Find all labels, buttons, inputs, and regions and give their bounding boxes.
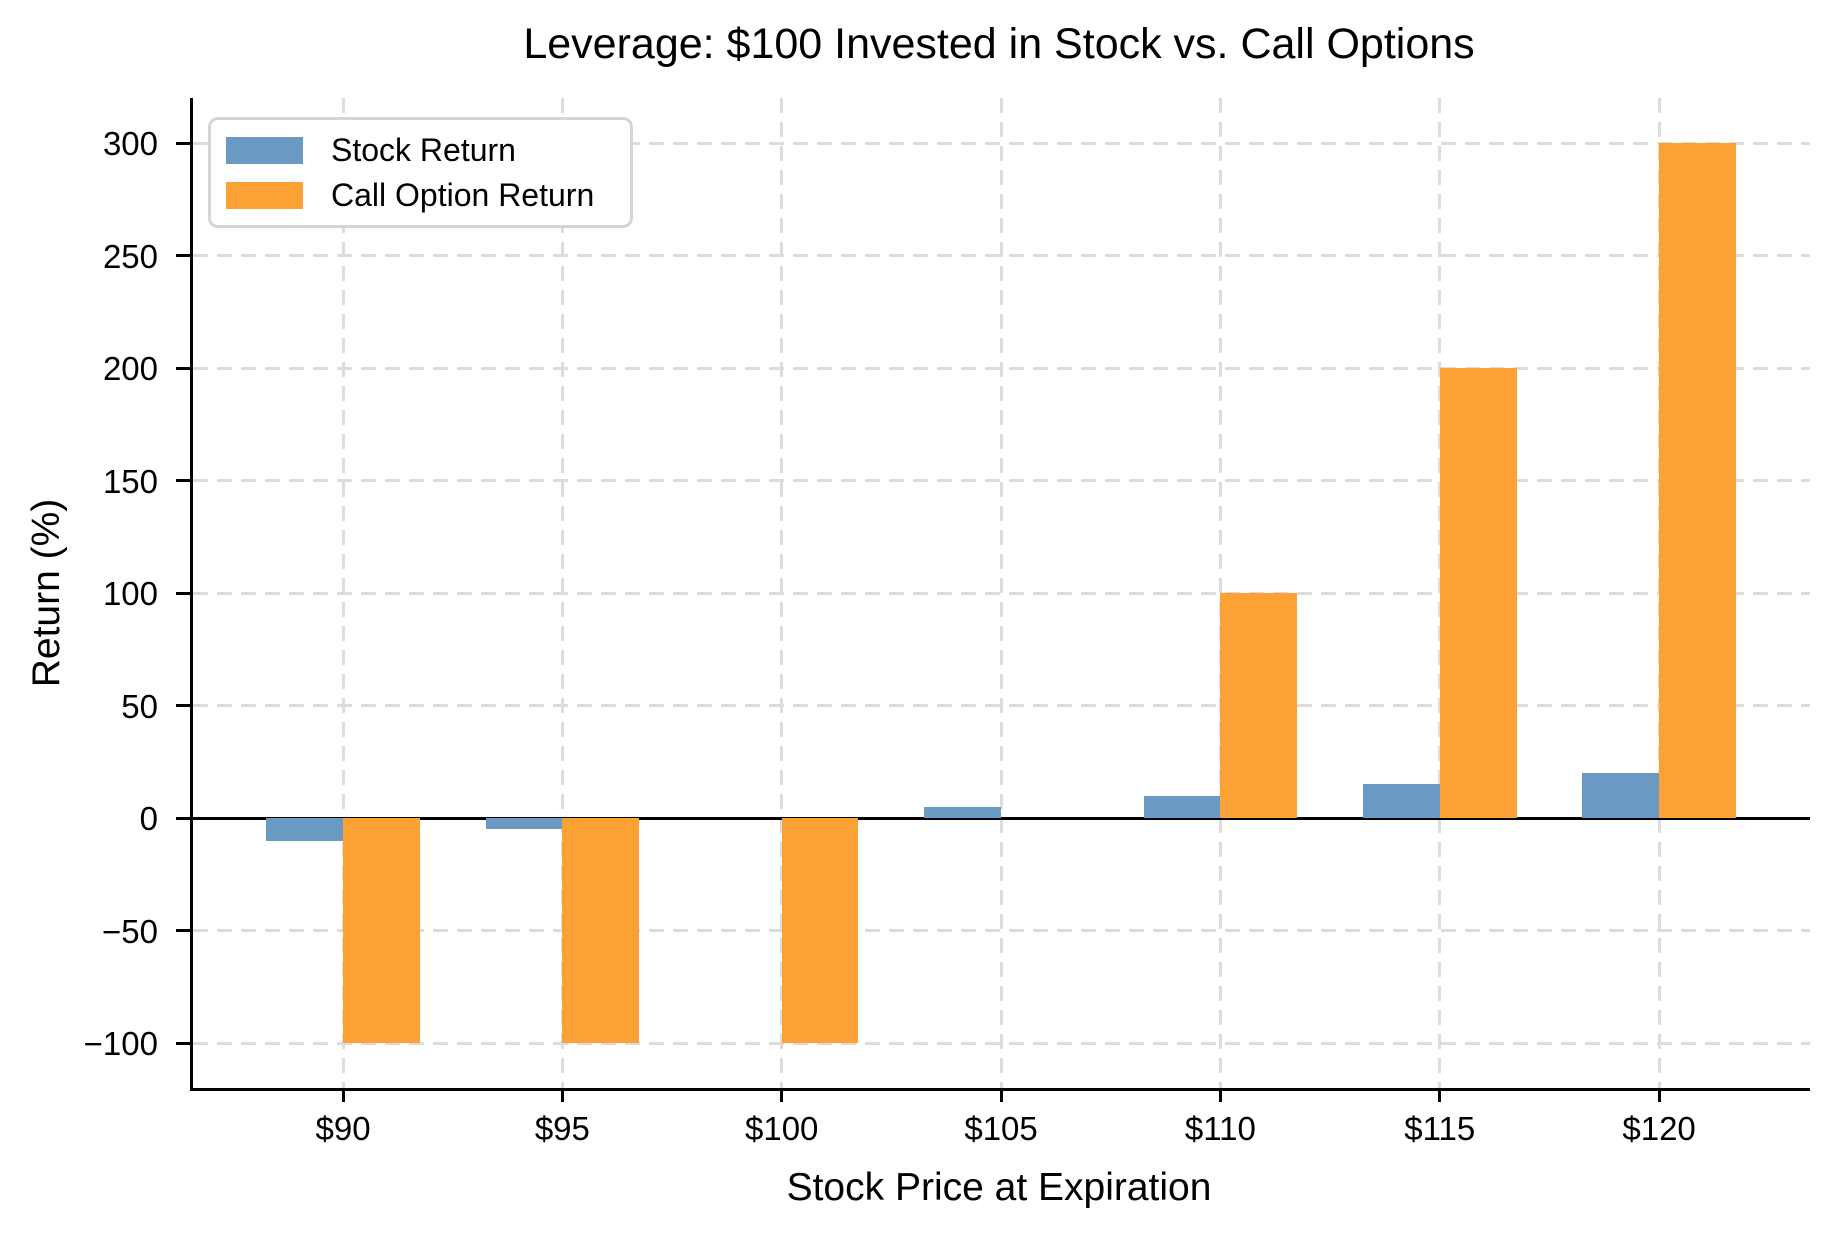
x-tick-label-90: $90 (315, 1110, 371, 1147)
x-tick-label-105: $105 (964, 1110, 1038, 1147)
plot-area: 300 250 200 150 100 50 0 −50 −100 $90 $95 $100 $105 $… (84, 98, 1810, 1145)
gridline-horizontal-200 (193, 366, 1810, 370)
legend-entry-call-option-return: Call Option Return (226, 179, 610, 211)
bar-stock-return-90 (266, 818, 344, 841)
gridline-horizontal--100 (193, 1041, 1810, 1045)
y-tick--100 (176, 1041, 190, 1045)
gridline-horizontal-50 (193, 704, 1810, 707)
x-tick-label-120: $120 (1622, 1110, 1696, 1147)
y-tick-50 (176, 704, 190, 707)
gridline-horizontal--50 (193, 929, 1810, 932)
bar-stock-return-115 (1362, 784, 1440, 818)
bar-call-option-return-110 (1220, 593, 1298, 818)
y-tick--50 (176, 929, 190, 932)
y-tick-0 (176, 816, 190, 820)
x-tick-90 (341, 1088, 345, 1102)
x-tick-label-115: $115 (1404, 1110, 1476, 1147)
gridline-horizontal-250 (193, 254, 1810, 257)
y-tick-label-150: 150 (102, 462, 158, 500)
x-tick-110 (1218, 1088, 1222, 1102)
legend-label-stock-return: Stock Return (331, 132, 516, 168)
y-tick-250 (176, 254, 190, 257)
x-tick-label-110: $110 (1184, 1110, 1256, 1147)
x-tick-100 (780, 1088, 784, 1102)
legend-swatch-call-option-return (226, 181, 303, 209)
y-tick-label-50: 50 (121, 687, 158, 725)
y-tick-label--100: −100 (83, 1025, 158, 1062)
x-tick-120 (1657, 1088, 1661, 1102)
x-axis-label: Stock Price at Expiration (786, 1166, 1212, 1209)
x-tick-label-95: $95 (534, 1110, 590, 1147)
bar-call-option-return-120 (1659, 143, 1736, 818)
y-tick-label-200: 200 (102, 350, 158, 387)
bar-call-option-return-100 (781, 818, 859, 1043)
legend-label-call-option-return: Call Option Return (331, 177, 595, 213)
x-tick-115 (1438, 1088, 1442, 1102)
x-tick-105 (999, 1088, 1003, 1102)
legend: Stock Return Call Option Return (208, 117, 633, 228)
chart-title: Leverage: $100 Invested in Stock vs. Cal… (523, 20, 1475, 68)
legend-swatch-stock-return (226, 136, 303, 164)
y-tick-label-100: 100 (102, 575, 158, 612)
x-tick-95 (560, 1088, 564, 1102)
y-tick-label-0: 0 (139, 800, 158, 837)
y-tick-150 (176, 479, 190, 482)
gridline-horizontal-150 (193, 479, 1810, 482)
y-tick-label-300: 300 (102, 125, 158, 162)
bar-call-option-return-90 (343, 818, 420, 1043)
x-tick-label-100: $100 (744, 1110, 819, 1147)
zero-line (193, 816, 1810, 820)
bar-stock-return-120 (1582, 773, 1660, 818)
y-tick-300 (176, 141, 190, 145)
bar-call-option-return-95 (562, 818, 640, 1043)
y-tick-label-250: 250 (102, 237, 158, 275)
gridline-horizontal-300 (193, 141, 1810, 145)
bar-call-option-return-115 (1439, 368, 1517, 818)
y-tick-label--50: −50 (102, 912, 158, 950)
y-tick-100 (176, 591, 190, 595)
legend-entry-stock-return: Stock Return (226, 134, 610, 166)
bar-stock-return-110 (1143, 795, 1221, 818)
bar-stock-return-105 (924, 806, 1002, 818)
gridline-horizontal-100 (193, 591, 1810, 595)
bar-stock-return-95 (485, 818, 563, 830)
y-tick-200 (176, 366, 190, 370)
